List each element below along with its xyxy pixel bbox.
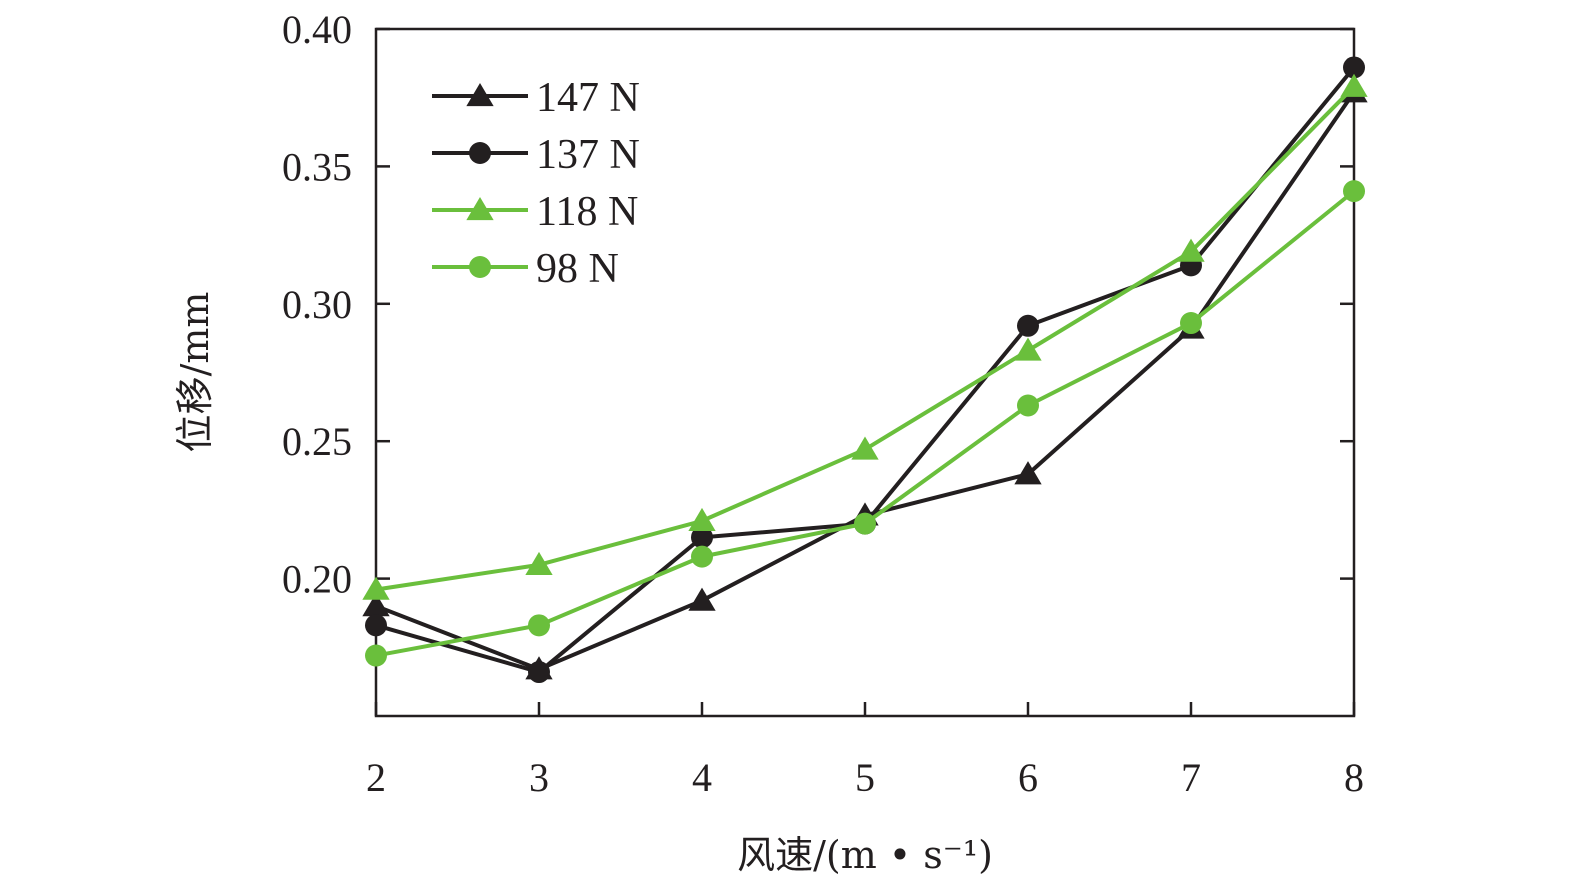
legend-item: 147 N [432,75,640,121]
series-118n [362,73,1368,600]
y-axis-ticks: 0.20 0.25 0.30 0.35 0.40 [282,7,1354,602]
data-point [1343,56,1365,79]
x-tick-label: 4 [692,755,712,800]
x-axis-ticks: 2 3 4 5 6 7 8 [366,702,1364,800]
data-point [1343,180,1365,203]
legend-marker [466,83,494,107]
series-line [375,66,1356,675]
data-point [1180,312,1202,335]
series-137n [365,56,1365,684]
x-tick-label: 5 [855,755,875,800]
data-point [851,436,879,460]
legend-label: 98 N [536,246,619,292]
series-line [375,189,1356,658]
data-point [1017,314,1039,337]
data-point [1014,337,1042,361]
data-point [688,507,716,532]
series-147n [362,79,1368,680]
plot-frame [374,27,1356,718]
x-tick-label: 8 [1344,755,1364,800]
series-98n [365,180,1365,667]
data-point [688,587,716,611]
data-point [1340,73,1368,97]
y-tick-label: 0.40 [282,7,352,52]
x-tick-label: 2 [366,755,386,800]
legend-item: 98 N [432,246,619,292]
legend-marker [469,142,491,164]
data-point [1014,461,1042,485]
data-point [1177,238,1205,262]
series-line [375,91,1356,672]
x-tick-label: 3 [529,755,549,800]
data-point [525,551,553,575]
data-point [365,614,387,637]
data-point [691,526,713,549]
legend: 147 N 137 N 118 N 98 N [432,75,640,292]
x-tick-label: 7 [1181,755,1201,800]
y-tick-label: 0.30 [282,282,352,327]
y-axis-title: 位移/mm [173,292,217,453]
x-tick-label: 6 [1018,755,1038,800]
data-point [365,644,387,667]
data-point [691,545,713,568]
y-tick-label: 0.20 [282,557,352,602]
data-point [362,593,390,617]
legend-label: 118 N [536,189,638,235]
data-point [528,661,550,684]
legend-label: 137 N [536,132,640,178]
y-tick-label: 0.25 [282,419,352,464]
series-layer [362,56,1368,684]
legend-marker [466,197,494,221]
data-point [362,576,390,600]
legend-marker [469,256,491,278]
x-axis-title: 风速/(m • s⁻¹) [737,833,993,877]
legend-item: 137 N [432,132,640,178]
legend-item: 118 N [432,189,638,235]
data-point [1017,394,1039,417]
legend-label: 147 N [536,75,640,121]
data-point [854,512,876,535]
y-tick-label: 0.35 [282,144,352,189]
data-point [528,614,550,637]
